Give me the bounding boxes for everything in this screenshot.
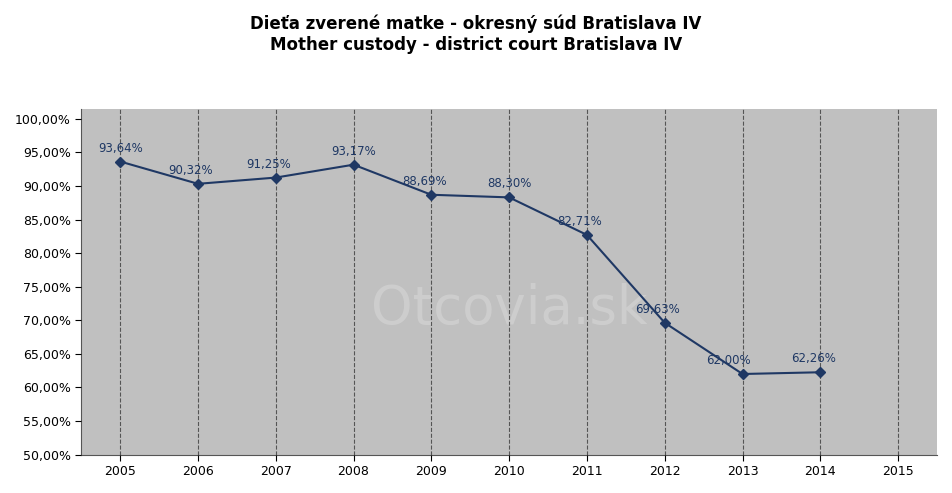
Text: 69,63%: 69,63% [635, 303, 680, 316]
Text: 82,71%: 82,71% [558, 215, 603, 228]
Text: 93,17%: 93,17% [331, 145, 376, 158]
Text: 88,69%: 88,69% [402, 175, 446, 188]
Text: 62,00%: 62,00% [706, 354, 751, 367]
Text: 62,26%: 62,26% [791, 352, 836, 365]
Text: 88,30%: 88,30% [487, 177, 531, 190]
Text: 90,32%: 90,32% [169, 164, 213, 177]
Text: 93,64%: 93,64% [98, 141, 143, 155]
Text: Dieťa zverené matke - okresný súd Bratislava IV
Mother custody - district court : Dieťa zverené matke - okresný súd Bratis… [250, 15, 702, 54]
Text: 91,25%: 91,25% [247, 158, 291, 171]
Text: Otcovia.sk: Otcovia.sk [371, 283, 647, 335]
